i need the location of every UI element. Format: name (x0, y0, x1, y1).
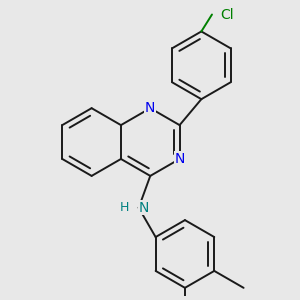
Text: N: N (145, 101, 155, 115)
Text: N: N (174, 152, 185, 166)
Text: N: N (139, 201, 149, 215)
Text: Cl: Cl (220, 8, 234, 22)
Text: H: H (120, 201, 130, 214)
